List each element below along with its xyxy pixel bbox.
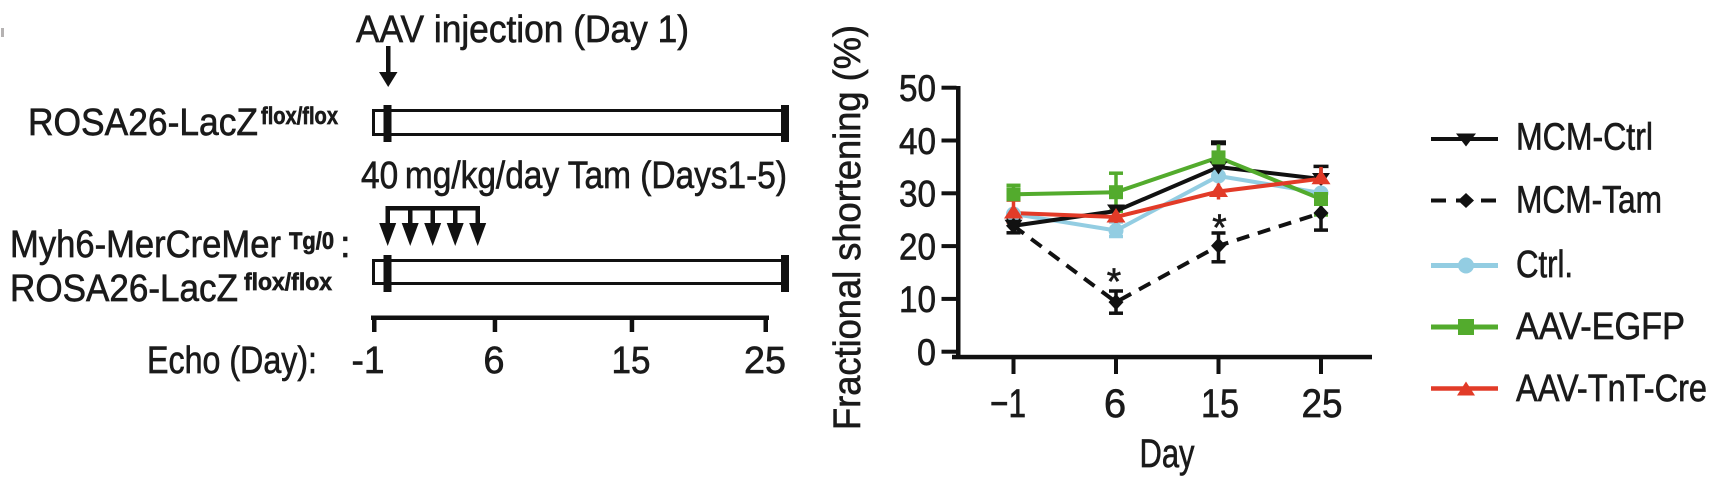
svg-text:20: 20 [899,225,936,267]
svg-text:50: 50 [899,67,936,109]
svg-text:10: 10 [899,278,936,320]
svg-text:15: 15 [1201,382,1239,426]
svg-text:flox/flox: flox/flox [261,103,339,130]
svg-text:*: * [1212,207,1226,248]
svg-text:−1: −1 [990,382,1026,426]
svg-text:AAV-EGFP: AAV-EGFP [1516,306,1685,348]
svg-text:Fractional shortening (%): Fractional shortening (%) [827,25,869,430]
svg-text:Ctrl.: Ctrl. [1516,244,1573,286]
svg-text:flox/flox: flox/flox [244,269,333,296]
svg-text:Day: Day [1140,432,1195,476]
svg-text:25: 25 [744,340,786,382]
svg-text:Tg/0: Tg/0 [289,228,334,255]
svg-text:Myh6-MerCreMer: Myh6-MerCreMer [10,224,281,266]
svg-text:MCM-Ctrl: MCM-Ctrl [1516,117,1653,159]
svg-text:MCM-Tam: MCM-Tam [1516,180,1662,222]
svg-text:AAV injection (Day 1): AAV injection (Day 1) [356,9,689,51]
svg-text:6: 6 [1104,382,1126,426]
svg-text:30: 30 [899,173,936,215]
svg-text:ROSA26-LacZ: ROSA26-LacZ [10,268,238,310]
svg-text:ROSA26-LacZ: ROSA26-LacZ [28,102,258,144]
svg-text:Echo (Day):: Echo (Day): [147,340,317,382]
svg-text:0: 0 [917,331,936,373]
svg-text:-1: -1 [352,340,385,382]
svg-text:25: 25 [1302,382,1343,426]
svg-text:40 mg/kg/day Tam (Days1-5): 40 mg/kg/day Tam (Days1-5) [361,155,787,197]
svg-text::: : [340,224,351,266]
svg-text:15: 15 [612,340,651,382]
svg-text:40: 40 [899,120,936,162]
svg-text:*: * [1107,261,1121,302]
svg-text:AAV-TnT-Cre: AAV-TnT-Cre [1516,368,1707,410]
svg-text:6: 6 [483,340,504,382]
